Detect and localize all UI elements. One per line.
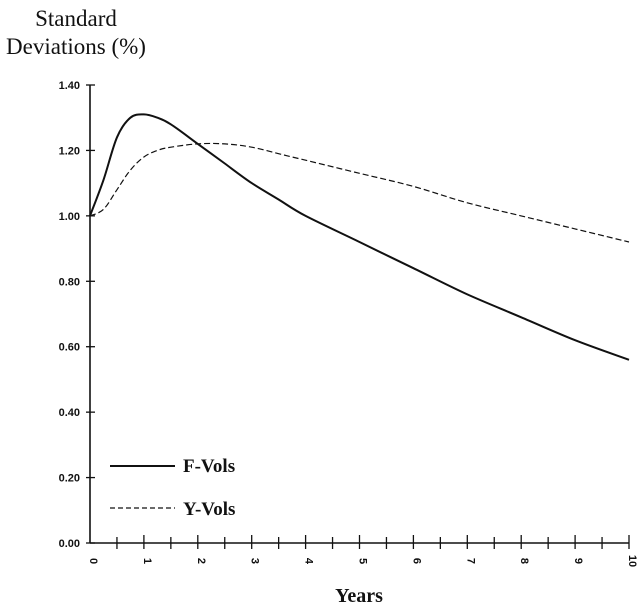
axes <box>89 85 629 544</box>
x-tick-label: 4 <box>303 558 315 565</box>
series-lines <box>89 113 630 361</box>
x-tick-label: 6 <box>410 558 422 564</box>
x-tick-label: 9 <box>572 558 584 564</box>
x-tick-label: 1 <box>141 558 153 564</box>
series-line-f-vols <box>89 113 630 361</box>
y-tick-label: 0.00 <box>59 538 80 550</box>
y-tick-label: 0.80 <box>59 276 80 288</box>
x-tick-label: 3 <box>249 558 261 564</box>
y-tick-label: 0.40 <box>59 407 80 419</box>
y-tick-label: 1.40 <box>59 80 80 92</box>
x-tick-label: 2 <box>195 558 207 564</box>
series-line-y-vols <box>89 142 630 243</box>
x-tick-label: 0 <box>87 558 99 564</box>
legend: F-Vols Y-Vols <box>110 456 235 520</box>
y-tick-label: 0.20 <box>59 473 80 485</box>
y-axis-label-line-2: Deviations (%) <box>6 34 146 59</box>
y-tick-label: 1.20 <box>59 145 80 157</box>
y-ticks: 0.00 0.20 0.40 0.60 0.80 1.00 1.20 1.40 <box>59 80 95 550</box>
legend-label-y-vols: Y-Vols <box>183 499 235 520</box>
x-axis-label: Years <box>335 585 383 607</box>
y-axis-label-line-1: Standard <box>35 6 117 31</box>
x-ticks: 0 1 2 3 4 5 6 7 8 9 10 <box>87 535 638 567</box>
y-tick-label: 0.60 <box>59 342 80 354</box>
legend-label-f-vols: F-Vols <box>183 456 235 477</box>
x-tick-label: 8 <box>518 558 530 564</box>
x-tick-label: 10 <box>626 555 638 567</box>
x-tick-label: 5 <box>357 558 369 564</box>
x-tick-label: 7 <box>464 558 476 564</box>
y-tick-label: 1.00 <box>59 211 80 223</box>
